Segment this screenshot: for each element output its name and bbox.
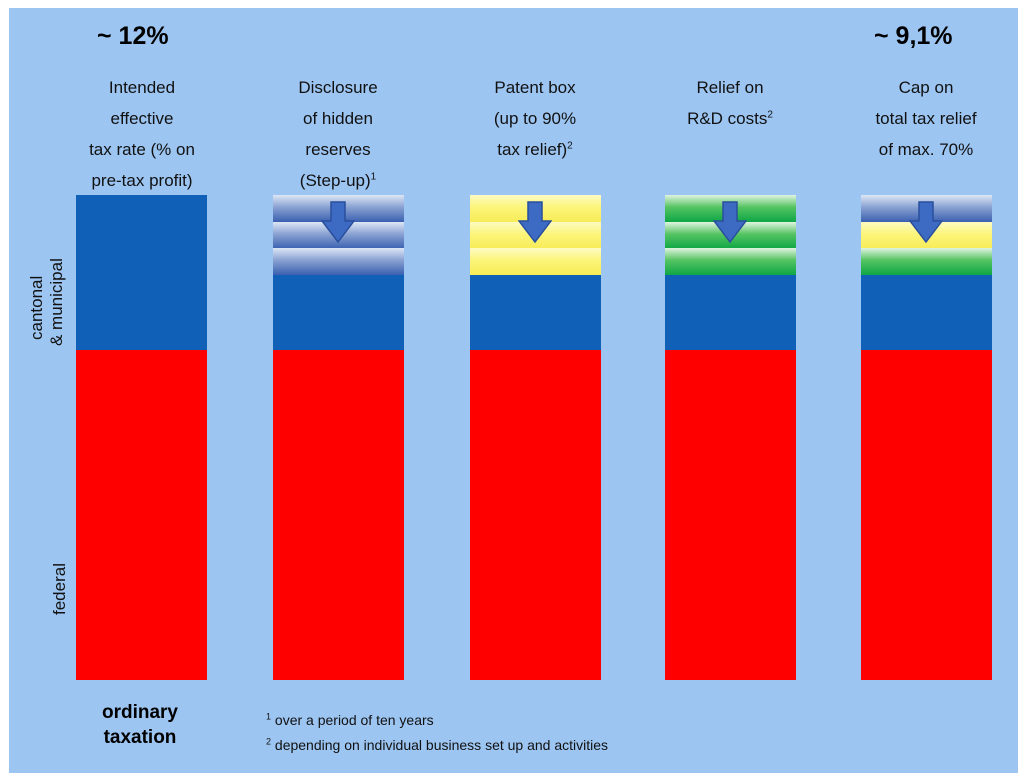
caption-rd-relief: Relief on R&D costs2: [645, 72, 815, 134]
caption-line: tax rate (% on: [89, 140, 195, 159]
caption-line: (Step-up)1: [253, 165, 423, 196]
footnote-mark: 2: [567, 140, 573, 152]
caption-line: Relief on: [696, 78, 764, 97]
caption-cap: Cap on total tax relief of max. 70%: [841, 72, 1011, 165]
caption-text: (Step-up): [299, 171, 371, 190]
bottom-title-line: ordinary: [101, 702, 179, 723]
cantonal-municipal-segment: [861, 275, 992, 350]
footnote-mark: 2: [266, 736, 272, 747]
bottom-title-line: taxation: [103, 727, 177, 748]
rate-ordinary: ~ 12%: [97, 22, 169, 50]
column-step-up: [273, 195, 404, 680]
footnote-mark: 2: [767, 109, 773, 121]
relief-band: [273, 248, 404, 275]
federal-segment: [273, 350, 404, 680]
caption-line: Cap on: [898, 78, 954, 97]
caption-line: of max. 70%: [878, 140, 974, 159]
caption-text: tax relief): [497, 140, 568, 159]
footnote-text: depending on individual business set up …: [274, 737, 609, 753]
column-cap: [861, 195, 992, 680]
caption-intended-rate: Intended effective tax rate (% on pre-ta…: [57, 72, 227, 196]
caption-step-up: Disclosure of hidden reserves (Step-up)1: [253, 72, 423, 196]
caption-text: R&D costs: [687, 109, 768, 128]
caption-line: Disclosure: [298, 78, 378, 97]
caption-line: Patent box: [494, 78, 576, 97]
footnote-1: 1 over a period of ten years: [266, 712, 434, 728]
axis-label-cantonal: cantonal: [27, 275, 46, 340]
caption-line: of hidden: [303, 109, 373, 128]
relief-band: [665, 248, 796, 275]
federal-segment: [76, 350, 207, 680]
federal-segment: [861, 350, 992, 680]
caption-line: R&D costs2: [645, 103, 815, 134]
relief-band: [861, 248, 992, 275]
down-arrow-icon: [321, 201, 355, 243]
caption-line: effective: [110, 109, 174, 128]
axis-label-municipal: & municipal: [47, 258, 66, 346]
caption-line: Intended: [108, 78, 176, 97]
cantonal-municipal-segment: [470, 275, 601, 350]
bottom-title: ordinary taxation: [70, 700, 210, 750]
axis-label-federal: federal: [50, 563, 69, 615]
caption-line: pre-tax profit): [91, 171, 193, 190]
caption-line: tax relief)2: [450, 134, 620, 165]
footnote-mark: 1: [266, 711, 272, 722]
footnote-mark: 1: [370, 171, 377, 183]
caption-line: total tax relief: [875, 109, 977, 128]
column-rd-relief: [665, 195, 796, 680]
rate-capped: ~ 9,1%: [874, 22, 953, 50]
relief-band: [470, 248, 601, 275]
down-arrow-icon: [909, 201, 943, 243]
footnote-text: over a period of ten years: [274, 712, 434, 728]
cantonal-municipal-segment: [273, 275, 404, 350]
down-arrow-icon: [713, 201, 747, 243]
footnote-2: 2 depending on individual business set u…: [266, 737, 608, 753]
caption-line: (up to 90%: [493, 109, 577, 128]
down-arrow-icon: [518, 201, 552, 243]
column-patent-box: [470, 195, 601, 680]
federal-segment: [665, 350, 796, 680]
cantonal-municipal-segment: [76, 195, 207, 350]
caption-patent-box: Patent box (up to 90% tax relief)2: [450, 72, 620, 165]
column-ordinary: [76, 195, 207, 680]
federal-segment: [470, 350, 601, 680]
caption-line: reserves: [305, 140, 371, 159]
cantonal-municipal-segment: [665, 275, 796, 350]
